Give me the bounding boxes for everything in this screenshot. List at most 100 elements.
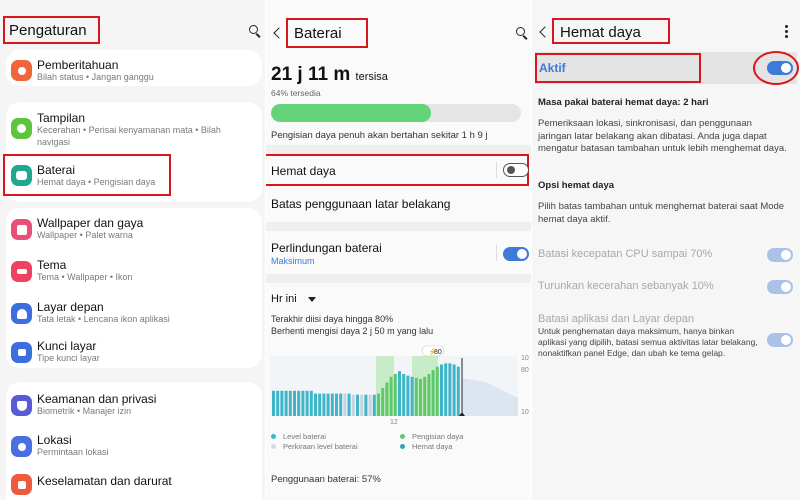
usage-bar xyxy=(427,374,431,416)
usage-bar xyxy=(440,364,443,416)
settings-item-title: Baterai xyxy=(37,163,76,177)
option-cpu-label[interactable]: Batasi kecepatan CPU sampai 70% xyxy=(538,248,713,260)
legend-label: Level baterai xyxy=(283,432,326,441)
settings-item-notifications[interactable]: Pemberitahuan Bilah status • Jangan gang… xyxy=(6,50,262,94)
settings-item-subtitle: Hemat daya • Pengisian daya xyxy=(37,177,156,187)
highlight-box-settings-title xyxy=(3,16,100,44)
usage-bar xyxy=(335,393,338,416)
battery-protection-toggle[interactable] xyxy=(503,247,529,261)
background-limits-item[interactable]: Batas penggunaan latar belakang xyxy=(271,197,451,211)
settings-item-title: Pemberitahuan xyxy=(37,58,119,72)
search-icon[interactable] xyxy=(516,27,528,40)
power-saving-panel: Hemat daya Aktif Masa pakai baterai hema… xyxy=(532,0,800,500)
usage-bar xyxy=(398,371,401,416)
battery-protection-label[interactable]: Perlindungan baterai xyxy=(271,241,382,255)
chart-bars xyxy=(272,363,460,416)
toggle-separator xyxy=(496,162,497,178)
settings-panel: Pengaturan Pemberitahuan Bilah status • … xyxy=(0,0,266,500)
usage-bar xyxy=(381,388,385,416)
settings-item-emergency[interactable]: Keselamatan dan darurat xyxy=(6,466,262,500)
usage-bar xyxy=(377,393,380,416)
lock-icon xyxy=(11,342,32,363)
battery-usage-text: Penggunaan baterai: 57% xyxy=(271,474,381,485)
notification-icon xyxy=(11,60,32,81)
peak-label: 80 xyxy=(434,349,442,356)
settings-item-security[interactable]: Keamanan dan privasi Biometrik • Manajer… xyxy=(6,382,262,426)
chevron-down-icon[interactable] xyxy=(308,297,316,302)
charging-zone xyxy=(376,356,394,416)
power-saving-label[interactable]: Hemat daya xyxy=(271,164,336,178)
bolt-icon: ⚡ xyxy=(428,347,437,356)
settings-item-display[interactable]: Tampilan Kecerahan • Perisai kenyamanan … xyxy=(6,102,262,152)
settings-item-lock-screen[interactable]: Kunci layar Tipe kunci layar xyxy=(6,332,262,376)
settings-item-battery[interactable]: Baterai Hemat daya • Pengisian daya xyxy=(6,154,262,198)
power-saving-toggle[interactable] xyxy=(503,163,529,177)
settings-item-title: Tampilan xyxy=(37,111,86,125)
section-divider xyxy=(266,222,532,231)
peak-badge xyxy=(421,345,445,357)
legend-label: Pengisian daya xyxy=(412,432,464,441)
usage-bar xyxy=(456,366,460,416)
usage-bar xyxy=(452,364,456,416)
settings-card-display: Tampilan Kecerahan • Perisai kenyamanan … xyxy=(6,102,262,202)
option-brightness-toggle[interactable] xyxy=(767,280,793,294)
usage-bar xyxy=(284,390,288,416)
time-remaining-value: 21 j 11 m xyxy=(271,64,351,85)
usage-bar xyxy=(326,393,330,416)
back-arrow-icon[interactable] xyxy=(273,27,285,39)
option-apps-description: Untuk penghematan daya maksimum, hanya b… xyxy=(538,326,758,358)
settings-item-location[interactable]: Lokasi Permintaan lokasi xyxy=(6,426,262,470)
settings-item-theme[interactable]: Tema Tema • Wallpaper • Ikon xyxy=(6,250,262,294)
option-cpu-toggle[interactable] xyxy=(767,248,793,262)
period-selector[interactable]: Hr ini xyxy=(271,293,297,305)
stopped-charging-text: Berhenti mengisi daya 2 j 50 m yang lalu xyxy=(271,326,434,336)
settings-item-wallpaper[interactable]: Wallpaper dan gaya Wallpaper • Palet war… xyxy=(6,208,262,252)
settings-item-subtitle: Permintaan lokasi xyxy=(37,447,109,457)
settings-item-title: Layar depan xyxy=(37,300,104,314)
usage-bar xyxy=(314,393,317,416)
usage-bar xyxy=(414,377,418,416)
usage-bar xyxy=(318,393,322,416)
settings-item-title: Kunci layar xyxy=(37,339,97,353)
battery-level-bar xyxy=(271,104,521,122)
usage-bar xyxy=(364,394,368,416)
options-description: Pilih batas tambahan untuk menghemat bat… xyxy=(538,201,785,225)
emergency-icon xyxy=(11,474,32,495)
axis-label-x: 12 xyxy=(390,419,398,426)
settings-item-subtitle: Tata letak • Lencana ikon aplikasi xyxy=(37,314,170,324)
usage-bar xyxy=(330,393,334,416)
settings-item-title: Tema xyxy=(37,258,67,272)
options-heading: Opsi hemat daya xyxy=(538,180,615,191)
usage-bar xyxy=(339,393,343,416)
option-apps-label[interactable]: Batasi aplikasi dan Layar depan xyxy=(538,313,694,325)
usage-bar xyxy=(280,390,284,416)
back-arrow-icon[interactable] xyxy=(539,26,551,38)
more-options-icon[interactable] xyxy=(785,25,788,38)
legend-dot xyxy=(271,434,276,439)
settings-card-appearance: Wallpaper dan gaya Wallpaper • Palet war… xyxy=(6,208,262,368)
settings-item-subtitle: Tipe kunci layar xyxy=(37,353,100,363)
usage-bar xyxy=(293,390,296,416)
usage-bar xyxy=(272,390,275,416)
axis-label-mid: 80 xyxy=(521,367,529,374)
legend-label: Hemat daya xyxy=(412,442,453,451)
usage-bar xyxy=(435,366,439,416)
search-icon[interactable] xyxy=(249,25,261,38)
settings-item-title: Lokasi xyxy=(37,433,72,447)
estimate-area xyxy=(462,378,518,416)
option-brightness-label[interactable]: Turunkan kecerahan sebanyak 10% xyxy=(538,280,714,292)
option-apps-toggle[interactable] xyxy=(767,333,793,347)
usage-bar xyxy=(356,394,359,416)
settings-item-home-screen[interactable]: Layar depan Tata letak • Lencana ikon ap… xyxy=(6,292,262,336)
legend-dot xyxy=(400,444,405,449)
settings-item-title: Wallpaper dan gaya xyxy=(37,216,144,230)
page-title: Hemat daya xyxy=(560,24,641,41)
settings-item-subtitle: Biometrik • Manajer izin xyxy=(37,406,132,416)
usage-bar xyxy=(347,393,351,416)
highlight-box-battery-title xyxy=(286,18,368,48)
battery-usage-chart: ⚡ 80 10 80 12 10 xyxy=(270,345,529,426)
usage-bar xyxy=(276,390,280,416)
usage-bar xyxy=(385,382,389,416)
usage-bar xyxy=(360,394,364,416)
usage-bar xyxy=(444,363,448,416)
